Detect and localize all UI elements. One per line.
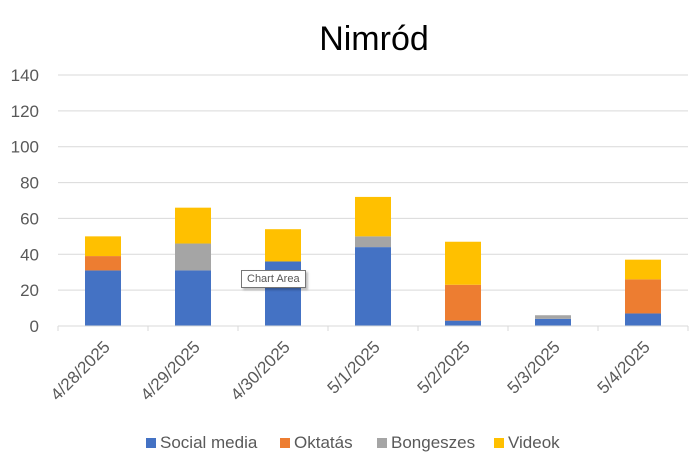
x-tick-label: 5/1/2025 <box>324 337 384 397</box>
chart-title: Nimród <box>319 20 429 58</box>
x-tick-label: 5/2/2025 <box>414 337 474 397</box>
x-tick-label: 5/3/2025 <box>504 337 564 397</box>
chart-area-tooltip: Chart Area <box>241 270 306 288</box>
bar-bongeszes-4/29/2025[interactable] <box>175 243 211 271</box>
bar-videok-4/29/2025[interactable] <box>175 207 211 244</box>
x-tick-label: 4/30/2025 <box>227 337 294 404</box>
bar-videok-4/28/2025[interactable] <box>85 236 121 257</box>
bar-oktatás-5/2/2025[interactable] <box>445 284 481 321</box>
bar-social-media-4/29/2025[interactable] <box>175 270 211 326</box>
legend-swatch <box>494 438 504 448</box>
y-tick-label: 60 <box>20 209 39 228</box>
bar-social-media-5/2/2025[interactable] <box>445 320 481 326</box>
x-tick-label: 5/4/2025 <box>594 337 654 397</box>
y-tick-label: 40 <box>20 245 39 264</box>
y-tick-label: 0 <box>30 317 39 336</box>
bar-bongeszes-5/3/2025[interactable] <box>535 315 571 319</box>
bar-videok-5/4/2025[interactable] <box>625 259 661 280</box>
bar-oktatás-4/28/2025[interactable] <box>85 256 121 271</box>
legend-swatch <box>280 438 290 448</box>
bar-social-media-5/1/2025[interactable] <box>355 247 391 326</box>
bar-series <box>85 196 661 326</box>
bar-videok-4/30/2025[interactable] <box>265 229 301 262</box>
legend-label[interactable]: Oktatás <box>294 433 353 452</box>
x-axis <box>57 325 689 331</box>
legend-swatch <box>377 438 387 448</box>
x-tick-label: 4/29/2025 <box>137 337 204 404</box>
legend-label[interactable]: Social media <box>160 433 258 452</box>
legend[interactable]: Social media Oktatás Bongeszes Videok <box>146 433 560 452</box>
bar-videok-5/1/2025[interactable] <box>355 196 391 237</box>
bar-videok-5/2/2025[interactable] <box>445 241 481 285</box>
x-tick-label: 4/28/2025 <box>47 337 114 404</box>
y-tick-label: 80 <box>20 174 39 193</box>
y-axis-ticks: 0 20 40 60 80 100 120 140 <box>11 66 39 336</box>
y-tick-label: 140 <box>11 66 39 85</box>
x-axis-ticks: 4/28/2025 4/29/2025 4/30/2025 5/1/2025 5/2/2… <box>47 337 654 404</box>
y-tick-label: 100 <box>11 138 39 157</box>
bar-social-media-5/3/2025[interactable] <box>535 318 571 326</box>
legend-label[interactable]: Bongeszes <box>391 433 475 452</box>
y-tick-label: 120 <box>11 102 39 121</box>
bar-oktatás-5/4/2025[interactable] <box>625 279 661 314</box>
y-tick-label: 20 <box>20 281 39 300</box>
legend-swatch <box>146 438 156 448</box>
bar-social-media-5/4/2025[interactable] <box>625 313 661 326</box>
legend-label[interactable]: Videok <box>508 433 560 452</box>
bar-bongeszes-5/1/2025[interactable] <box>355 236 391 248</box>
bar-social-media-4/28/2025[interactable] <box>85 270 121 326</box>
